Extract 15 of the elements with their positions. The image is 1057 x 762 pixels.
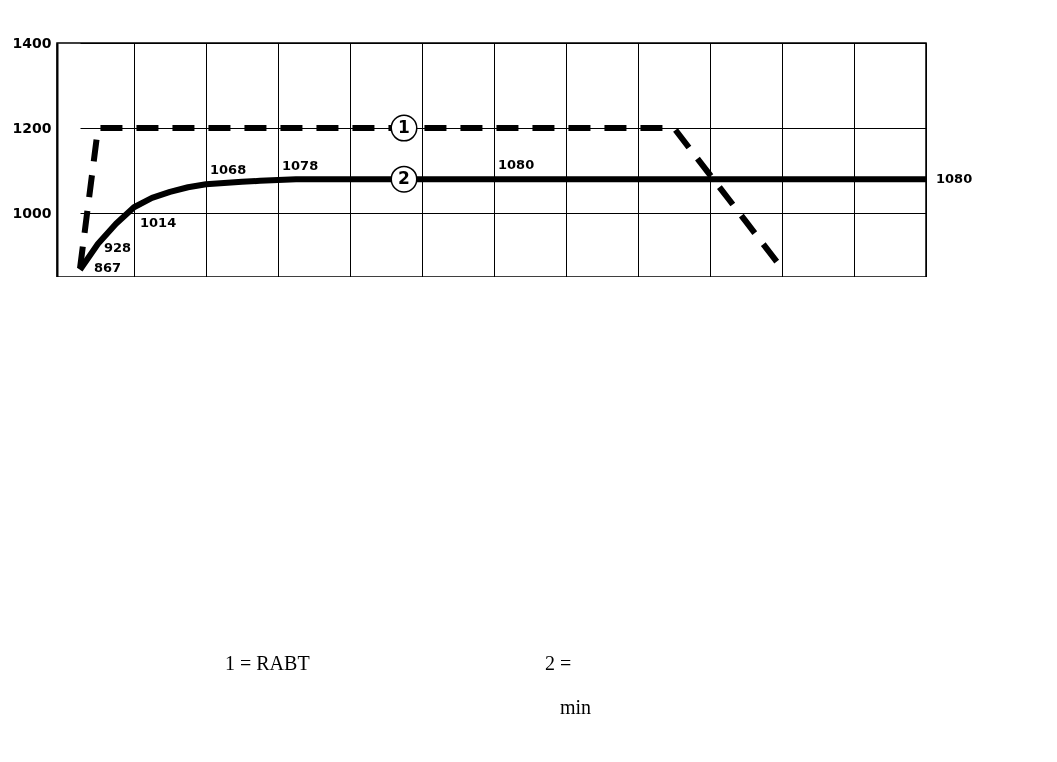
y-tick-label: 1000 bbox=[12, 204, 52, 221]
data-label: 867 bbox=[94, 259, 122, 275]
annotation: 2 bbox=[398, 168, 410, 189]
annotation: 1 bbox=[398, 117, 410, 138]
text: 2 = bbox=[545, 652, 572, 675]
data-label: 1014 bbox=[140, 215, 177, 231]
data-label: 928 bbox=[104, 239, 132, 255]
text: min bbox=[560, 696, 592, 719]
y-tick-label: 1200 bbox=[12, 119, 52, 136]
data-label: 1080 bbox=[936, 171, 973, 187]
y-tick-label: 1400 bbox=[12, 34, 52, 51]
text: 1 = RABT bbox=[225, 652, 310, 675]
data-label: 1078 bbox=[282, 158, 319, 173]
data-label: 1068 bbox=[210, 162, 247, 178]
data-label: 1080 bbox=[498, 157, 535, 173]
